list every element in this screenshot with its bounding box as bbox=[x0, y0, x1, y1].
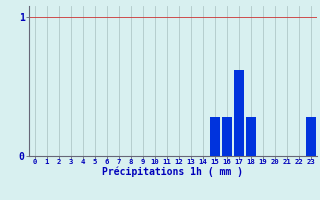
X-axis label: Précipitations 1h ( mm ): Précipitations 1h ( mm ) bbox=[102, 166, 243, 177]
Bar bbox=[306, 117, 316, 156]
Bar bbox=[246, 117, 256, 156]
Bar bbox=[222, 117, 232, 156]
Bar bbox=[234, 70, 244, 156]
Bar bbox=[210, 117, 220, 156]
